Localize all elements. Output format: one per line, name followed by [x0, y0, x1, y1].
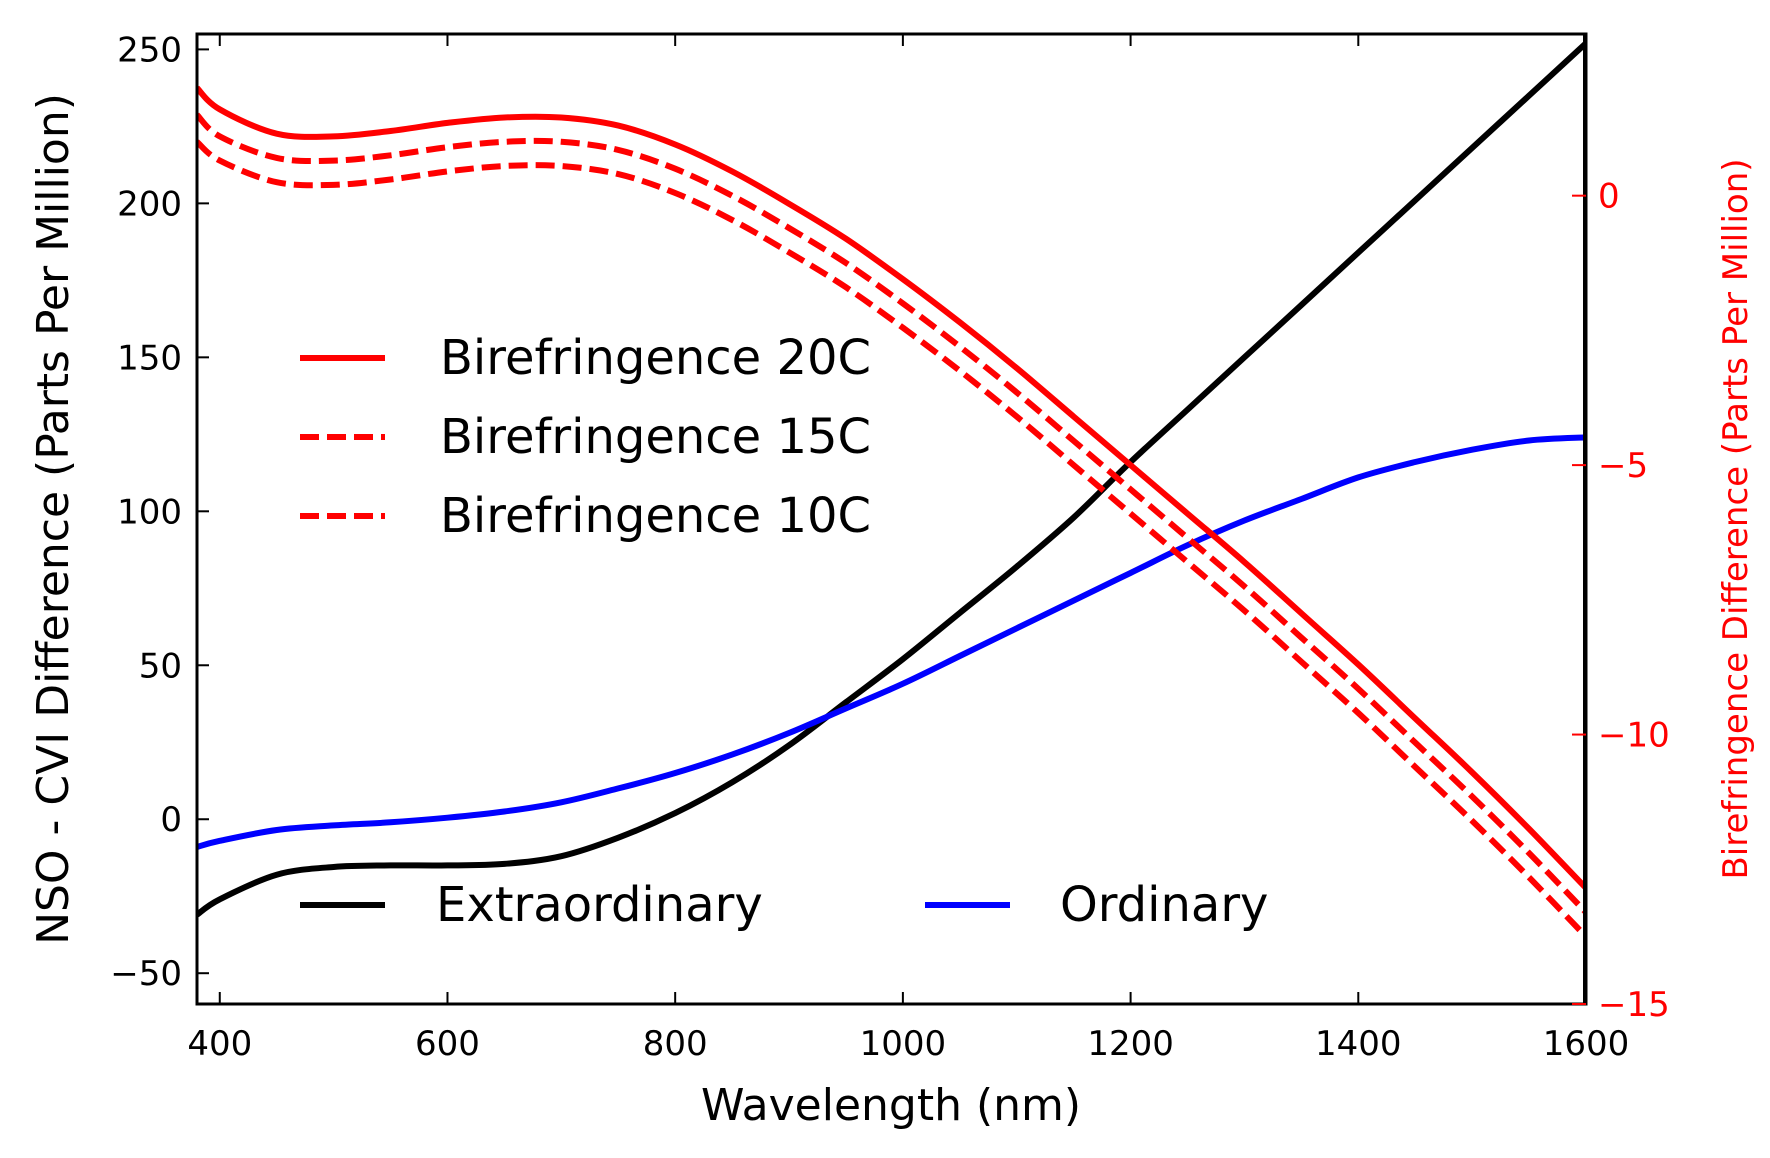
legend-ordinary-extraordinary: Extraordinary Ordinary	[300, 877, 1268, 933]
series-line-ordinary	[197, 434, 1586, 850]
left-y-tick-label: 250	[117, 30, 182, 70]
left-y-tick-label: 150	[117, 338, 182, 378]
right-axis-spine	[1583, 34, 1586, 1004]
x-tick-label: 600	[415, 1024, 480, 1064]
x-tick-label: 1600	[1543, 1024, 1630, 1064]
left-y-tick-label: 200	[117, 184, 182, 224]
legend-label-birefringence-15c: Birefringence 15C	[440, 409, 871, 465]
left-y-axis-label: NSO - CVI Difference (Parts Per Million)	[28, 93, 79, 945]
series-line-extraordinary	[197, 40, 1586, 918]
left-y-axis: −50 0 50 100 150 200 250	[110, 30, 209, 994]
right-y-axis: −15 −10 −5 0	[1572, 177, 1670, 1025]
series-line-birefringence-10c	[197, 139, 1586, 939]
legend-label-extraordinary: Extraordinary	[436, 877, 763, 933]
right-y-tick-label: −15	[1598, 985, 1670, 1025]
x-tick-label: 1000	[860, 1024, 947, 1064]
x-tick-label: 400	[187, 1024, 252, 1064]
right-y-tick-label: −5	[1598, 446, 1648, 486]
left-y-tick-label: 100	[117, 492, 182, 532]
x-axis: 400 600 800 1000 1200 1400 1600	[187, 34, 1629, 1064]
x-tick-label: 1200	[1087, 1024, 1174, 1064]
x-tick-label: 800	[643, 1024, 708, 1064]
right-y-axis-label: Birefringence Difference (Parts Per Mill…	[1716, 158, 1756, 879]
legend-label-ordinary: Ordinary	[1060, 877, 1268, 933]
series-line-birefringence-15c	[197, 112, 1586, 915]
left-y-tick-label: −50	[110, 954, 182, 994]
left-y-tick-label: 0	[160, 800, 182, 840]
left-y-tick-label: 50	[139, 646, 182, 686]
right-y-tick-label: −10	[1598, 716, 1670, 756]
legend-label-birefringence-20c: Birefringence 20C	[440, 330, 871, 386]
x-axis-label: Wavelength (nm)	[701, 1080, 1081, 1131]
legend-label-birefringence-10c: Birefringence 10C	[440, 488, 871, 544]
legend-birefringence: Birefringence 20C Birefringence 15C Bire…	[300, 330, 871, 544]
x-tick-label: 1400	[1315, 1024, 1402, 1064]
series-line-birefringence-20c	[197, 85, 1586, 891]
series-layer	[197, 40, 1586, 939]
right-y-tick-label: 0	[1598, 177, 1620, 217]
